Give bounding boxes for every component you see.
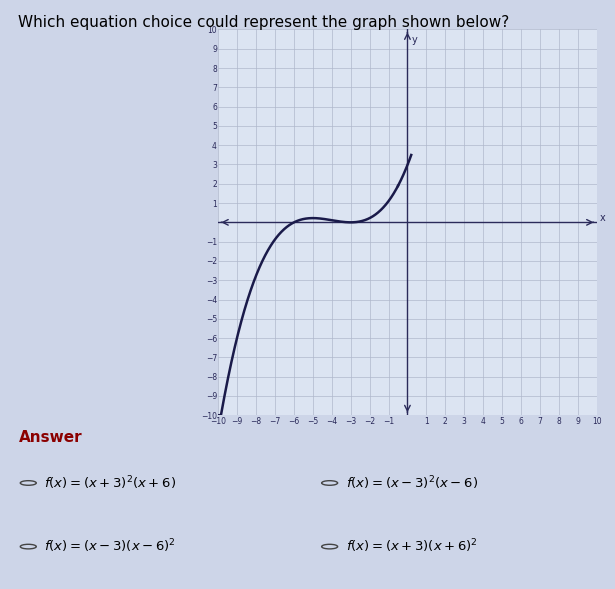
Text: x: x	[600, 213, 605, 223]
Text: y: y	[412, 35, 418, 45]
Text: $f(x) = (x+3)^{2}(x+6)$: $f(x) = (x+3)^{2}(x+6)$	[44, 474, 177, 492]
Text: $f(x) = (x-3)(x-6)^{2}$: $f(x) = (x-3)(x-6)^{2}$	[44, 538, 176, 555]
Text: $f(x) = (x+3)(x+6)^{2}$: $f(x) = (x+3)(x+6)^{2}$	[346, 538, 477, 555]
Text: Which equation choice could represent the graph shown below?: Which equation choice could represent th…	[18, 15, 510, 29]
Text: $f(x) = (x-3)^{2}(x-6)$: $f(x) = (x-3)^{2}(x-6)$	[346, 474, 478, 492]
Text: Answer: Answer	[18, 430, 82, 445]
